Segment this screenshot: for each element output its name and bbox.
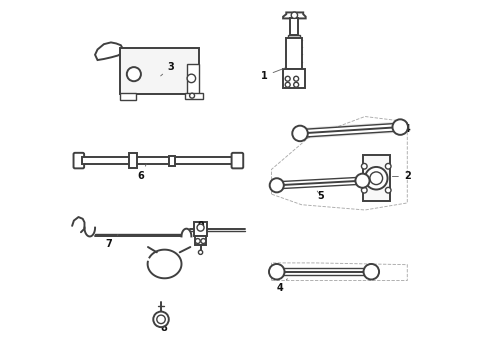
Circle shape — [285, 76, 290, 81]
Circle shape — [292, 126, 308, 141]
Bar — [187, 64, 199, 94]
Bar — [185, 93, 203, 99]
Bar — [194, 222, 207, 237]
Circle shape — [362, 188, 367, 193]
FancyBboxPatch shape — [232, 153, 243, 168]
Circle shape — [157, 315, 165, 324]
Text: 4: 4 — [277, 279, 287, 293]
Circle shape — [291, 12, 297, 18]
Bar — [128, 153, 137, 168]
Polygon shape — [95, 42, 122, 60]
Bar — [286, 38, 302, 69]
Circle shape — [285, 82, 290, 87]
Circle shape — [392, 119, 408, 135]
Bar — [120, 48, 199, 94]
Circle shape — [355, 174, 369, 188]
Circle shape — [362, 163, 367, 169]
Bar — [283, 69, 305, 88]
Text: 6: 6 — [138, 164, 146, 181]
Polygon shape — [283, 12, 306, 18]
Circle shape — [294, 82, 298, 87]
Text: 8: 8 — [160, 319, 167, 333]
Text: 7: 7 — [106, 235, 118, 248]
Circle shape — [386, 188, 391, 193]
Circle shape — [269, 264, 285, 279]
Circle shape — [127, 67, 141, 81]
Circle shape — [201, 239, 206, 243]
Text: 1: 1 — [261, 68, 285, 81]
Text: 3: 3 — [161, 62, 174, 76]
Circle shape — [365, 167, 388, 189]
Circle shape — [386, 163, 391, 169]
Circle shape — [370, 172, 383, 185]
FancyBboxPatch shape — [74, 153, 84, 168]
Circle shape — [190, 93, 195, 98]
Bar — [169, 156, 175, 166]
Circle shape — [195, 239, 200, 243]
Circle shape — [270, 178, 284, 192]
Circle shape — [197, 224, 204, 231]
Bar — [120, 93, 136, 100]
Circle shape — [187, 74, 196, 83]
Bar — [195, 237, 206, 245]
Circle shape — [294, 76, 298, 81]
Bar — [289, 35, 300, 39]
Circle shape — [364, 264, 379, 279]
Text: 9: 9 — [197, 221, 204, 231]
Bar — [363, 155, 390, 201]
Bar — [290, 18, 298, 35]
Text: 4: 4 — [400, 124, 411, 134]
Circle shape — [153, 312, 169, 327]
Bar — [82, 157, 234, 165]
Text: 2: 2 — [392, 171, 411, 181]
Circle shape — [198, 250, 203, 255]
Text: 5: 5 — [317, 191, 324, 201]
